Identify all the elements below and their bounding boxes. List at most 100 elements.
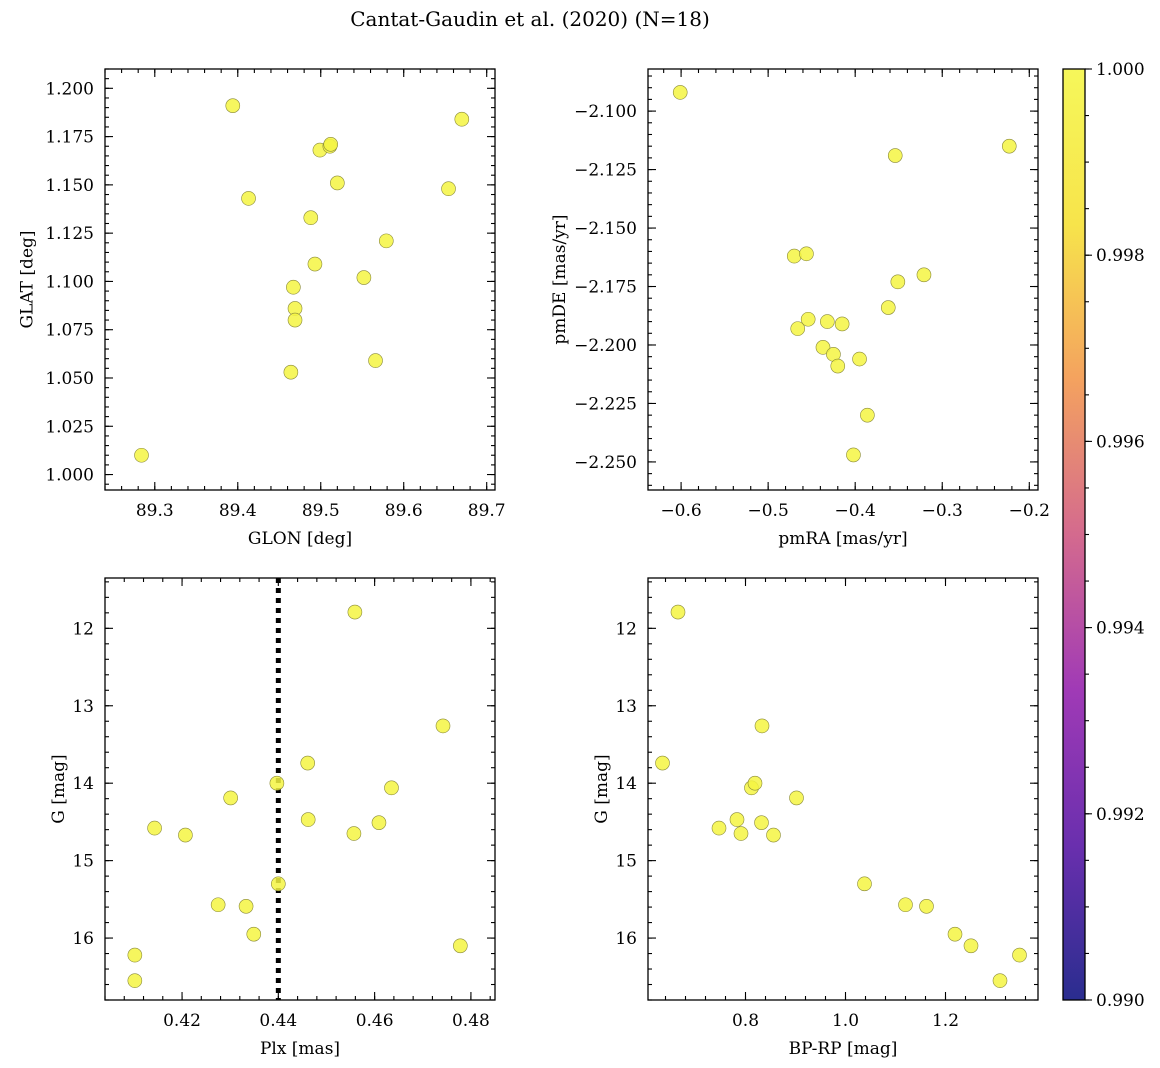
axes-frame xyxy=(647,577,1039,1001)
y-tick-label: 1.075 xyxy=(45,321,94,341)
y-tick-label: 15 xyxy=(72,852,94,872)
scatter-point xyxy=(368,353,383,368)
scatter-point xyxy=(789,790,804,806)
scatter-point xyxy=(371,815,387,830)
scatter-point xyxy=(453,938,468,954)
y-tick-label: 15 xyxy=(615,852,637,872)
x-tick-label: 0.8 xyxy=(732,1011,759,1031)
scatter-point xyxy=(127,947,143,963)
scatter-point xyxy=(330,175,345,191)
y-tick-label: 1.000 xyxy=(45,466,94,486)
colorbar-tick-label: 0.998 xyxy=(1096,246,1145,266)
x-tick-label: −0.3 xyxy=(922,501,963,521)
scatter-point xyxy=(992,973,1008,988)
colorbar-tick-label: 1.000 xyxy=(1096,60,1145,80)
y-axis-label: G [mag] xyxy=(49,754,69,823)
panel-glon-glat: 89.3 89.4 89.5 89.6 89.7 1.000 1.025 1.050 1.075… xyxy=(18,68,506,549)
x-tick-label: 89.5 xyxy=(302,501,340,521)
scatter-point xyxy=(283,364,299,380)
y-tick-label: 1.050 xyxy=(45,369,94,389)
y-tick-label: −2.200 xyxy=(574,336,637,356)
scatter-point xyxy=(754,718,770,734)
y-axis-label: G [mag] xyxy=(592,754,612,823)
scatter-point xyxy=(346,826,362,841)
scatter-point xyxy=(178,827,193,843)
scatter-point xyxy=(241,191,256,206)
y-tick-label: 13 xyxy=(72,697,94,717)
colorbar-tick-label: 0.994 xyxy=(1096,619,1145,639)
axes-frame xyxy=(647,68,1039,491)
scatter-point xyxy=(356,270,372,285)
x-tick-label: −0.5 xyxy=(747,501,788,521)
scatter-point xyxy=(287,312,303,328)
y-tick-label: −2.225 xyxy=(574,394,637,414)
scatter-point xyxy=(786,248,802,264)
y-tick-label: 13 xyxy=(615,697,637,717)
x-tick-label: −0.2 xyxy=(1009,501,1050,521)
scatter-point xyxy=(898,897,913,913)
scatter-point xyxy=(887,148,903,163)
scatter-point xyxy=(815,340,831,355)
scatter-point xyxy=(307,256,323,272)
x-axis-label: pmRA [mas/yr] xyxy=(778,529,907,549)
scatter-point xyxy=(919,899,934,914)
scatter-point xyxy=(672,85,688,100)
scatter-point xyxy=(733,826,749,841)
scatter-point xyxy=(857,876,872,892)
axes-frame xyxy=(104,68,496,491)
x-tick-label: 0.46 xyxy=(356,1011,394,1031)
panel-bprp-g: 0.8 1.0 1.2 12 13 14 15 16 BP-RP [mag] G [mag] xyxy=(592,577,1039,1059)
scatter-point xyxy=(834,316,850,332)
scatter-point xyxy=(238,899,254,914)
colorbar: 0.990 0.992 0.994 0.996 0.998 1.000 xyxy=(1062,60,1145,1011)
x-tick-label: 1.0 xyxy=(832,1011,859,1031)
y-tick-label: 14 xyxy=(72,774,94,794)
x-tick-label: 89.7 xyxy=(468,501,506,521)
scatter-point xyxy=(210,897,226,913)
colorbar-tick-label: 0.992 xyxy=(1096,805,1145,825)
scatter-point xyxy=(323,137,339,152)
y-tick-label: 16 xyxy=(615,929,637,949)
x-tick-label: 89.6 xyxy=(385,501,423,521)
x-axis-label: GLON [deg] xyxy=(248,529,352,549)
x-tick-label: 89.3 xyxy=(136,501,174,521)
scatter-point xyxy=(820,314,835,329)
x-axis-label: Plx [mas] xyxy=(260,1039,340,1059)
scatter-point xyxy=(754,815,769,830)
scatter-point xyxy=(378,233,394,249)
scatter-point xyxy=(860,407,875,423)
scatter-point xyxy=(670,604,686,620)
y-axis-label: pmDE [mas/yr] xyxy=(550,214,570,344)
scatter-point xyxy=(852,351,867,367)
y-tick-label: −2.150 xyxy=(574,219,637,239)
scatter-point xyxy=(300,812,316,827)
scatter-point xyxy=(947,926,963,942)
panel-pmra-pmde: −0.6 −0.5 −0.4 −0.3 −0.2 −2.250 −2.225 −2.200 −2… xyxy=(550,68,1050,549)
scatter-point xyxy=(300,755,316,771)
y-tick-label: 1.025 xyxy=(45,417,94,437)
x-tick-label: 0.44 xyxy=(259,1011,297,1031)
panel-plx-g: 0.42 0.44 0.46 0.48 12 13 14 15 16 Plx [mas] G [ma… xyxy=(49,577,496,1059)
scatter-point xyxy=(246,926,262,942)
y-tick-label: 12 xyxy=(615,619,637,639)
figure-title: Cantat-Gaudin et al. (2020) (N=18) xyxy=(350,7,710,31)
scatter-point xyxy=(286,279,301,295)
scatter-point xyxy=(963,938,979,954)
panels: 89.3 89.4 89.5 89.6 89.7 1.000 1.025 1.050 1.075… xyxy=(18,68,1050,1059)
scatter-point xyxy=(790,321,806,336)
scatter-point xyxy=(766,827,781,843)
x-tick-label: 1.2 xyxy=(932,1011,959,1031)
y-tick-label: 1.175 xyxy=(45,128,94,148)
y-axis-label: GLAT [deg] xyxy=(18,230,38,328)
scatter-point xyxy=(384,780,399,796)
scatter-point xyxy=(1012,947,1027,963)
scatter-point xyxy=(223,790,238,806)
x-axis-label: BP-RP [mag] xyxy=(789,1039,898,1059)
x-tick-label: 0.48 xyxy=(452,1011,490,1031)
y-tick-label: 1.150 xyxy=(45,176,94,196)
x-tick-label: −0.4 xyxy=(835,501,876,521)
y-tick-label: 1.100 xyxy=(45,272,94,292)
scatter-point xyxy=(347,604,363,620)
x-tick-label: −0.6 xyxy=(660,501,701,521)
